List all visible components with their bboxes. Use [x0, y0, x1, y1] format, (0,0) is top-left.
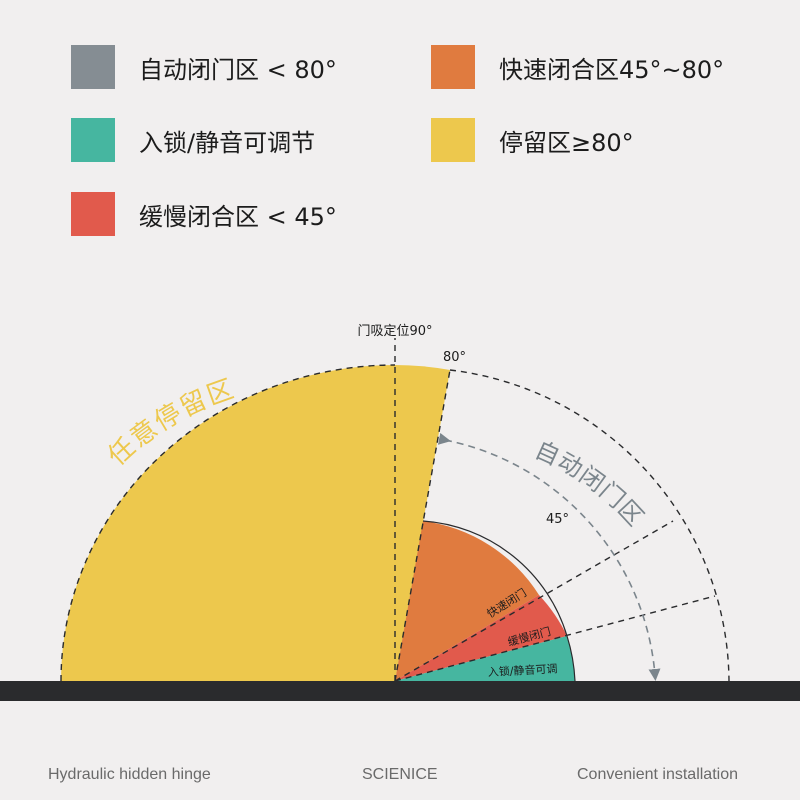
legend-swatch-slow-close	[71, 192, 115, 236]
legend-auto-close: 自动闭门区 < 80°	[71, 45, 337, 89]
lock-silent-label: 入锁/静音可调	[487, 661, 557, 679]
footer-left-text: Hydraulic hidden hinge	[48, 766, 211, 783]
legend-label-fast-close: 快速闭合区45°~80°	[499, 55, 725, 84]
eighty-degree-line	[394, 369, 451, 682]
legend-fast-close: 快速闭合区45°~80°	[431, 45, 724, 89]
legend-swatch-stay	[431, 118, 475, 162]
angle-45-label: 45°	[546, 512, 569, 527]
outer-dashed-arc	[449, 369, 730, 682]
footer-right-text: Convenient installation	[577, 766, 738, 783]
legend-lock-silent: 入锁/静音可调节	[71, 118, 315, 162]
footer-center-text: SCIENICE	[362, 766, 438, 783]
floor-bar	[0, 681, 800, 701]
legend-swatch-lock-silent	[71, 118, 115, 162]
legend-label-slow-close: 缓慢闭合区 < 45°	[139, 202, 337, 231]
legend-stay: 停留区≥80°	[431, 118, 634, 162]
auto-close-arrow	[437, 432, 661, 681]
stay-dashed-arc	[60, 364, 396, 682]
legend-label-lock-silent: 入锁/静音可调节	[139, 128, 316, 157]
legend-label-auto-close: 自动闭门区 < 80°	[139, 55, 337, 84]
angle-80-label: 80°	[443, 350, 466, 365]
legend-slow-close: 缓慢闭合区 < 45°	[71, 192, 337, 236]
legend-label-stay: 停留区≥80°	[499, 128, 634, 157]
door-stop-90-label: 门吸定位90°	[357, 324, 432, 339]
stay-zone-quarter	[61, 365, 395, 681]
legend-swatch-fast-close	[431, 45, 475, 89]
legend-swatch-auto-close	[71, 45, 115, 89]
